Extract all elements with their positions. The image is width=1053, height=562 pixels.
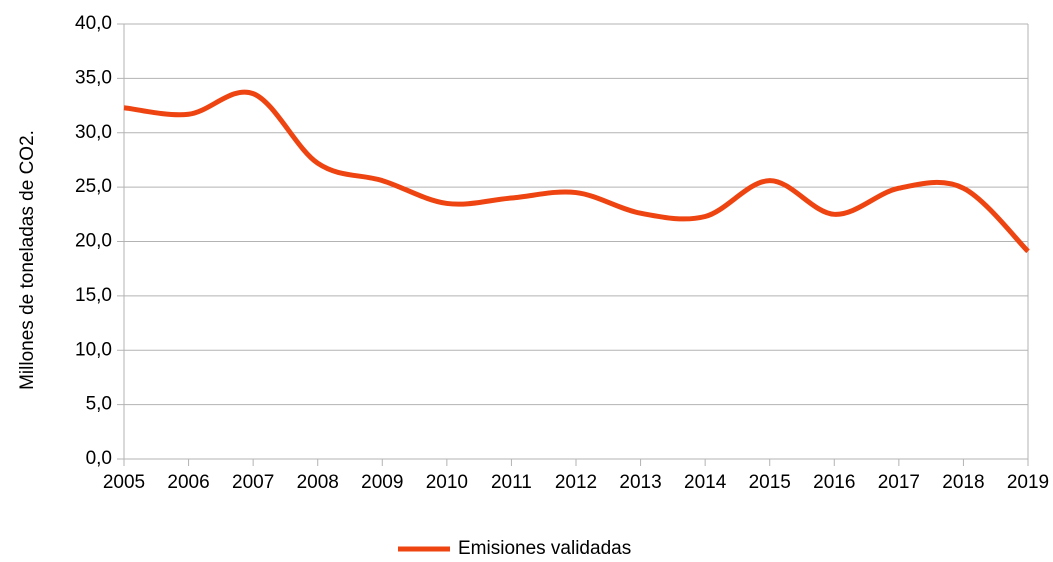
y-tick-label-3: 15,0: [75, 285, 112, 306]
data-point-0-7: [574, 190, 579, 195]
x-tick-label-7: 2012: [555, 472, 597, 493]
x-tick-label-4: 2009: [361, 472, 403, 493]
data-point-0-13: [961, 186, 966, 191]
y-axis-tick-labels: 0,0 5,0 10,0 15,0 20,0 25,0 30,0 35,0 40,0: [75, 13, 112, 469]
x-tick-label-3: 2008: [297, 472, 339, 493]
x-tick-label-12: 2017: [878, 472, 920, 493]
data-point-0-0: [122, 105, 127, 110]
data-point-0-4: [380, 178, 385, 183]
y-tick-label-8: 40,0: [75, 13, 112, 34]
x-tick-label-10: 2015: [749, 472, 791, 493]
data-point-0-8: [638, 211, 643, 216]
x-axis-tick-labels: 2005 2006 2007 2008 2009 2010 2011 2012 2013 2014…: [103, 472, 1049, 493]
gridlines: [124, 23, 1028, 406]
y-tick-label-6: 30,0: [75, 122, 112, 143]
legend: Emisiones validadas: [398, 538, 631, 559]
data-point-0-5: [444, 201, 449, 206]
x-tick-label-2: 2007: [232, 472, 274, 493]
y-tick-label-2: 10,0: [75, 339, 112, 360]
x-tick-label-6: 2011: [491, 472, 532, 493]
series-lines: [122, 89, 1031, 254]
y-tick-label-4: 20,0: [75, 231, 112, 252]
x-tick-label-9: 2014: [684, 472, 727, 493]
data-point-0-3: [315, 161, 320, 166]
data-point-0-11: [832, 212, 837, 217]
data-point-0-12: [896, 186, 901, 191]
x-tick-label-1: 2006: [167, 472, 209, 493]
axes: [117, 23, 1029, 466]
x-tick-label-13: 2018: [942, 472, 984, 493]
y-tick-label-0: 0,0: [86, 448, 112, 469]
x-tick-label-11: 2016: [813, 472, 855, 493]
data-point-0-14: [1026, 249, 1031, 254]
x-tick-label-14: 2019: [1007, 472, 1049, 493]
data-point-0-9: [703, 214, 708, 219]
y-tick-label-7: 35,0: [75, 67, 112, 88]
legend-label-emisiones-validadas: Emisiones validadas: [458, 538, 631, 559]
x-tick-label-8: 2013: [619, 472, 661, 493]
series-line-0: [123, 89, 1030, 254]
data-point-0-2: [251, 91, 256, 96]
x-tick-label-0: 2005: [103, 472, 145, 493]
y-tick-label-1: 5,0: [86, 394, 112, 415]
y-tick-label-5: 25,0: [75, 176, 112, 197]
x-tick-label-5: 2010: [426, 472, 468, 493]
data-point-0-1: [186, 112, 191, 117]
y-axis-title: Millones de toneladas de CO2.: [17, 130, 38, 390]
data-point-0-6: [509, 196, 514, 201]
data-point-0-10: [767, 178, 772, 183]
